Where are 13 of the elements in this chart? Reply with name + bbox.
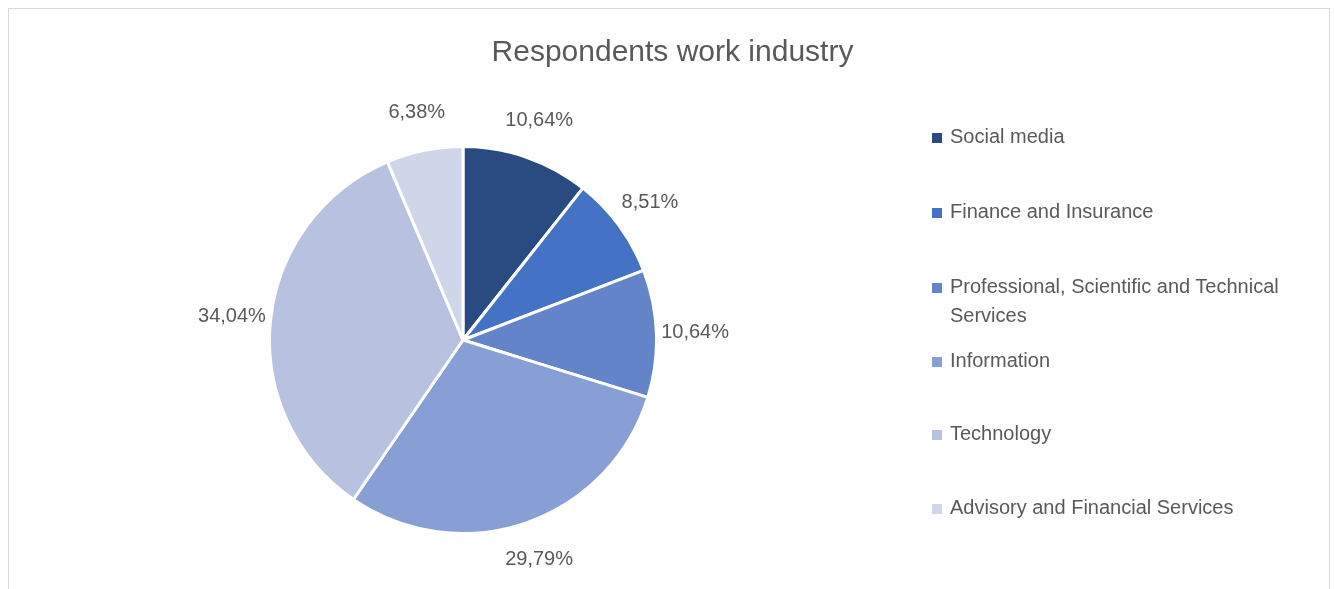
legend-label: Advisory and Financial Services — [950, 495, 1234, 520]
data-label: 34,04% — [198, 304, 267, 327]
legend-label: Technology — [950, 421, 1052, 446]
data-label: 6,38% — [388, 99, 446, 122]
legend-label: Information — [950, 348, 1051, 373]
chart-title: Respondents work industry — [490, 34, 855, 68]
legend-label: Social media — [950, 124, 1065, 149]
data-label: 10,64% — [661, 319, 730, 342]
data-label: 8,51% — [621, 189, 679, 212]
legend-label: Professional, Scientific and Technical Services — [950, 274, 1280, 328]
data-label: 29,79% — [505, 546, 574, 569]
legend-label: Finance and Insurance — [950, 199, 1154, 224]
data-label: 10,64% — [505, 108, 574, 131]
